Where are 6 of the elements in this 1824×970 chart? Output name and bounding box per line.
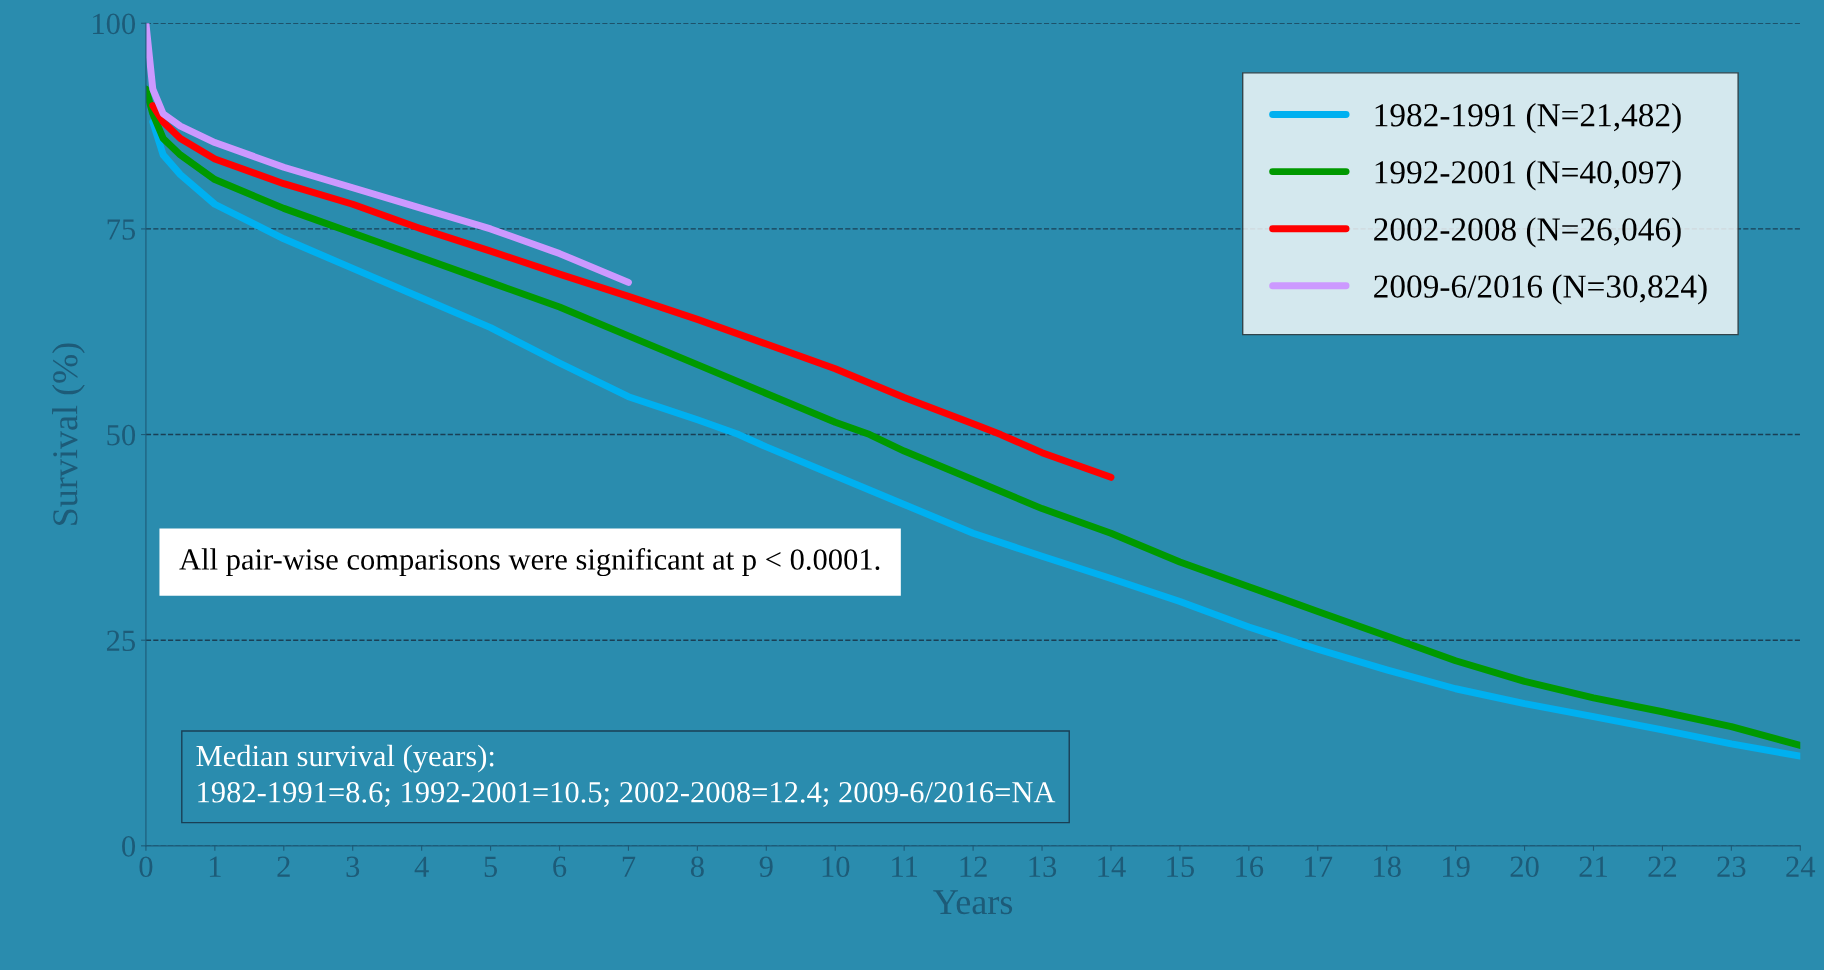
annotation: Median survival (years): 1982-1991=8.6; 1992-2001=10.5; 2002-2008=12.4; 2009-6/2016=NA [196,744,1056,808]
legend-label: 1982-1991 (N=21,482) [1375,103,1681,134]
legend-label: 2002-2008 (N=26,046) [1374,217,1681,248]
legend-label: 1992-2001 (N=40,097) [1375,160,1681,191]
legend-label: 2009-6/2016 (N=30,824) [1374,274,1707,305]
annotation: All pair-wise comparisons were significant at p < 0.0001. [179,548,880,577]
